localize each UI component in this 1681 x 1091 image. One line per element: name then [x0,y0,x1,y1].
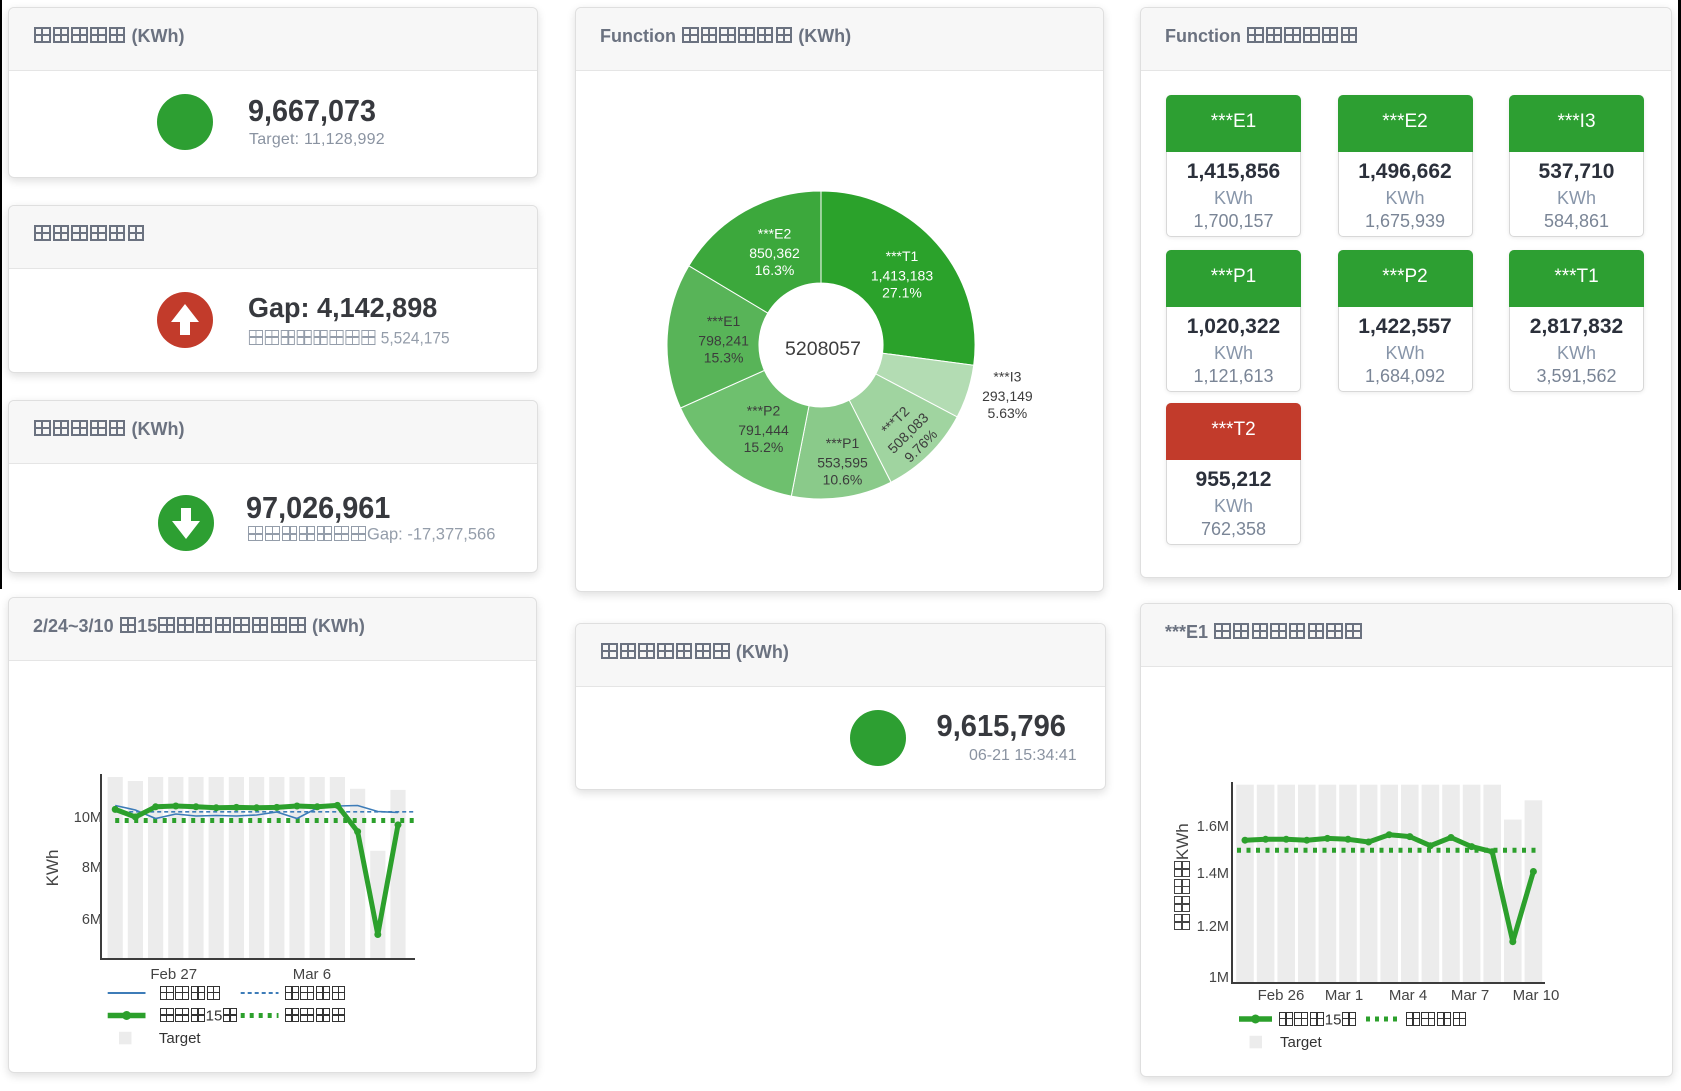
svg-text:5208057: 5208057 [785,338,861,360]
svg-text:293,149: 293,149 [982,388,1033,404]
svg-text:15.2%: 15.2% [744,439,784,455]
svg-text:***P1: ***P1 [826,435,860,451]
svg-text:***P2: ***P2 [747,402,781,418]
svg-text:1,413,183: 1,413,183 [871,267,933,283]
svg-text:***E1: ***E1 [707,313,741,329]
svg-text:553,595: 553,595 [817,454,868,470]
svg-text:***I3: ***I3 [993,369,1021,385]
svg-text:850,362: 850,362 [749,245,800,261]
svg-text:5.63%: 5.63% [988,405,1028,421]
svg-text:791,444: 791,444 [738,422,789,438]
svg-text:***E2: ***E2 [758,226,792,242]
svg-text:16.3%: 16.3% [755,262,795,278]
svg-text:15.3%: 15.3% [704,350,744,366]
svg-text:27.1%: 27.1% [882,284,922,300]
svg-text:10.6%: 10.6% [823,471,863,487]
svg-text:***T1: ***T1 [886,248,919,264]
svg-text:798,241: 798,241 [698,333,749,349]
